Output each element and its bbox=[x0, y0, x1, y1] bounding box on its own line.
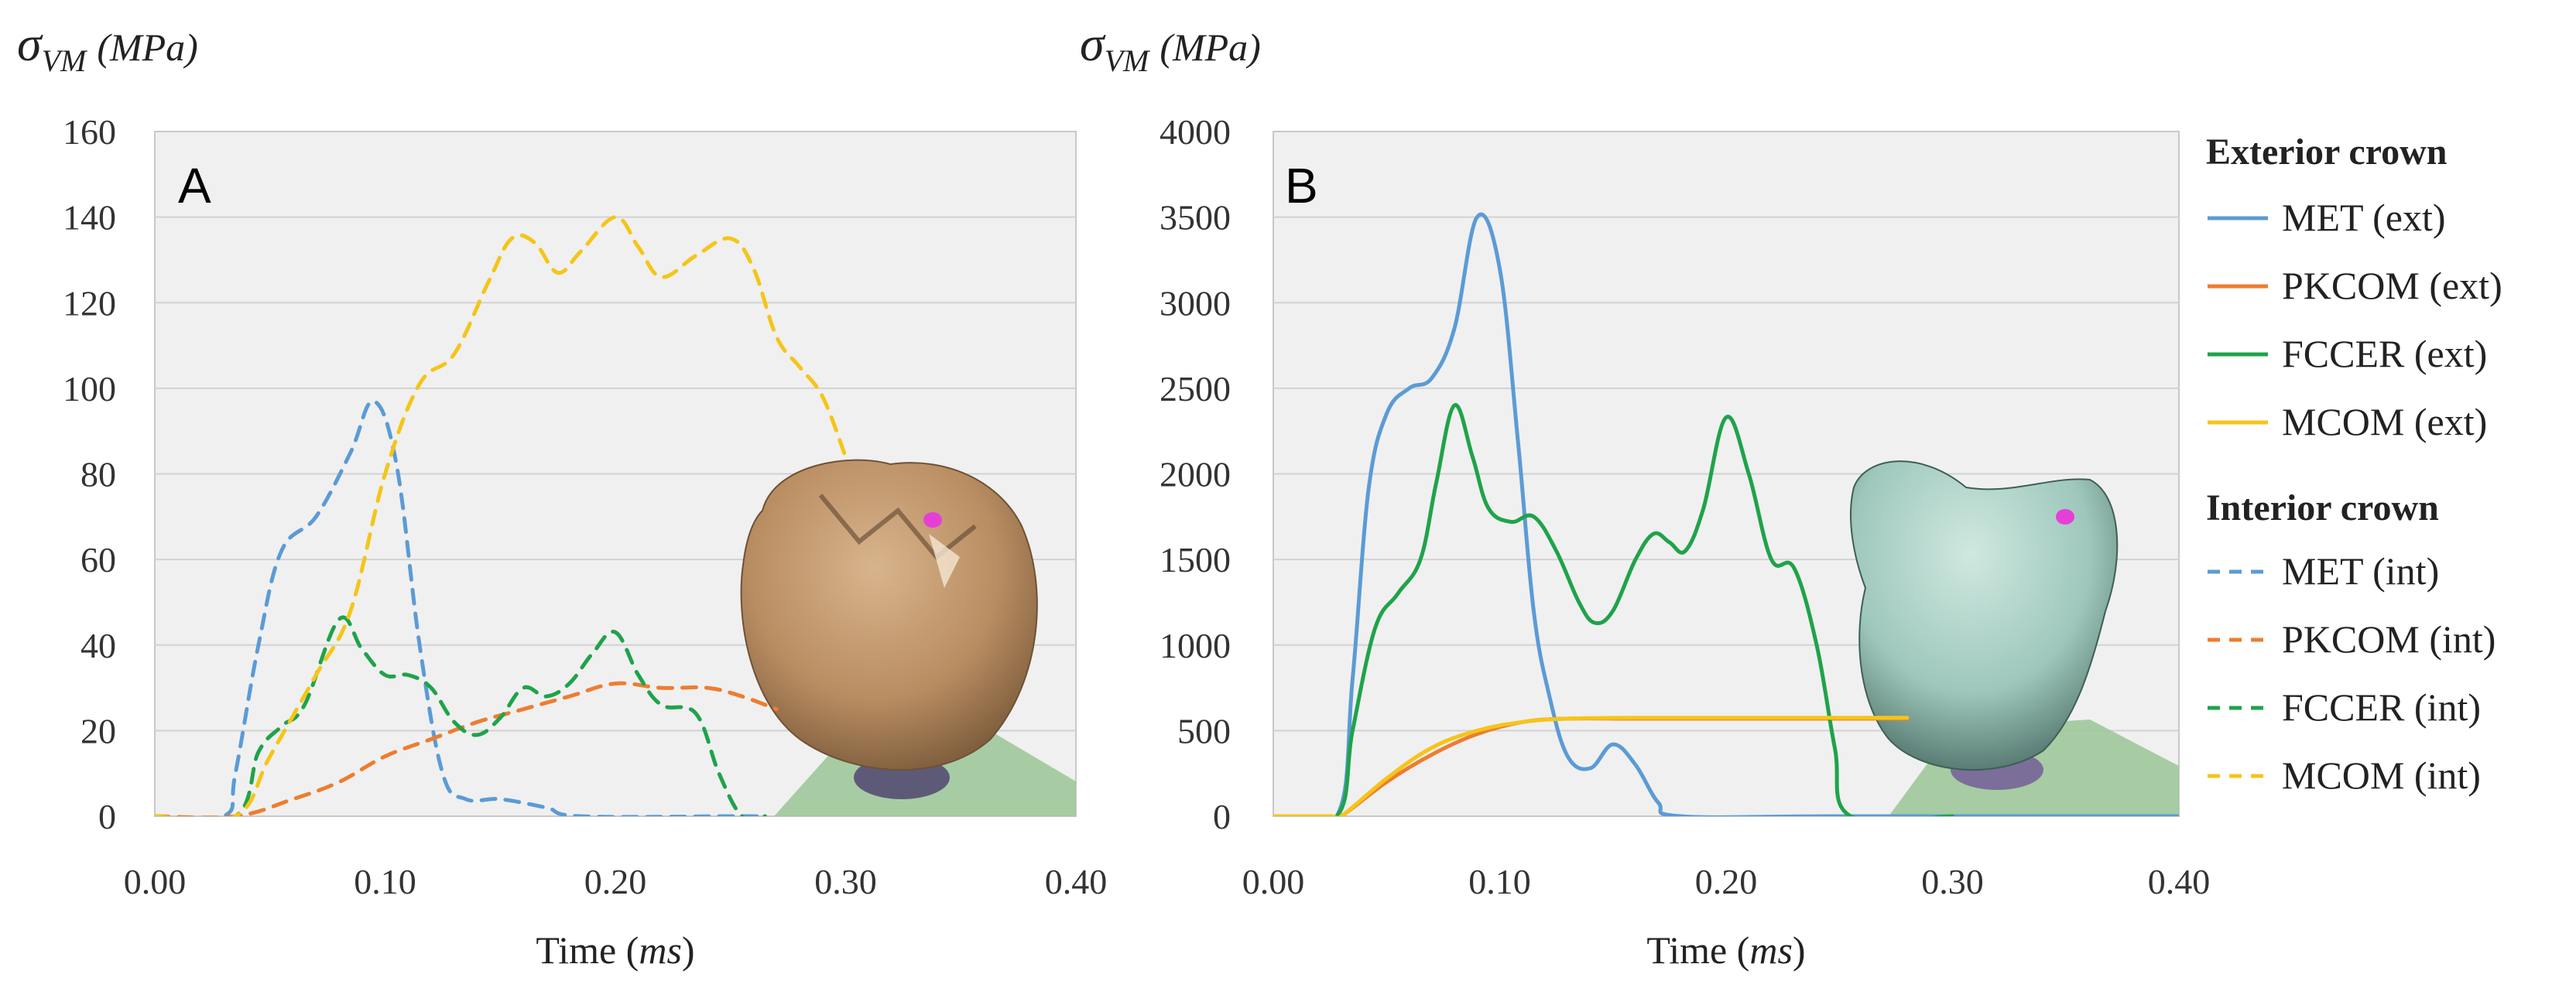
y-tick-a-60: 60 bbox=[80, 540, 116, 579]
x-tick-b-0.10: 0.10 bbox=[1468, 862, 1531, 901]
legend-label-mcom-ext: MCOM (ext) bbox=[2282, 400, 2487, 443]
series-pkcom-int bbox=[155, 681, 779, 816]
x-tick-a-0.20: 0.20 bbox=[584, 862, 647, 901]
legend-label-fccer-int: FCCER (int) bbox=[2282, 685, 2481, 729]
series-fccer-ext bbox=[1273, 403, 1954, 816]
y-tick-a-160: 160 bbox=[63, 112, 116, 152]
crown-b-illustration bbox=[1850, 460, 2179, 816]
y-tick-b-3500: 3500 bbox=[1160, 198, 1231, 238]
x-tick-b-0.30: 0.30 bbox=[1921, 862, 1984, 901]
x-tick-b-0.40: 0.40 bbox=[2148, 862, 2211, 901]
panel-b-x-ticks: 0.00 0.10 0.20 0.30 0.40 bbox=[1242, 862, 2211, 901]
panel-b: σVM (MPa) 0 500 1000 1500 2000 2500 3000 3500 400… bbox=[1080, 16, 2210, 972]
y-tick-a-40: 40 bbox=[80, 626, 116, 665]
panel-b-letter: B bbox=[1285, 158, 1318, 214]
x-tick-a-0.00: 0.00 bbox=[124, 862, 187, 901]
x-tick-b-0.20: 0.20 bbox=[1695, 862, 1758, 901]
y-tick-b-3000: 3000 bbox=[1160, 283, 1231, 323]
y-tick-a-140: 140 bbox=[63, 198, 116, 238]
panel-a-y-label: σVM (MPa) bbox=[17, 16, 198, 78]
crown-a-highlight bbox=[929, 534, 960, 588]
panel-b-y-label: σVM (MPa) bbox=[1080, 16, 1261, 78]
crown-a bbox=[740, 459, 1038, 771]
y-tick-a-20: 20 bbox=[80, 711, 116, 750]
y-tick-a-0: 0 bbox=[98, 797, 116, 836]
legend: Exterior crown MET (ext) PKCOM (ext) FCCER… bbox=[2206, 132, 2502, 797]
y-tick-b-0: 0 bbox=[1213, 797, 1231, 836]
crown-b-marker bbox=[2056, 509, 2074, 525]
x-tick-b-0.00: 0.00 bbox=[1242, 862, 1305, 901]
x-tick-a-0.40: 0.40 bbox=[1045, 862, 1108, 901]
crown-a-fissure bbox=[818, 494, 977, 561]
x-tick-a-0.30: 0.30 bbox=[814, 862, 877, 901]
panel-a-x-ticks: 0.00 0.10 0.20 0.30 0.40 bbox=[124, 862, 1108, 901]
y-tick-a-80: 80 bbox=[80, 455, 116, 494]
legend-label-met-ext: MET (ext) bbox=[2282, 196, 2446, 239]
legend-label-pkcom-int: PKCOM (int) bbox=[2282, 617, 2496, 661]
y-tick-b-1500: 1500 bbox=[1160, 540, 1231, 579]
legend-int-title: Interior crown bbox=[2206, 487, 2439, 528]
panel-a-x-label: Time (ms) bbox=[536, 928, 694, 972]
y-tick-b-2500: 2500 bbox=[1160, 369, 1231, 408]
series-met-int bbox=[155, 399, 767, 816]
crown-b bbox=[1850, 460, 2119, 771]
panel-a-series bbox=[155, 215, 848, 816]
legend-label-pkcom-ext: PKCOM (ext) bbox=[2282, 264, 2502, 307]
legend-label-mcom-int: MCOM (int) bbox=[2282, 754, 2481, 797]
legend-ext-items: MET (ext) PKCOM (ext) FCCER (ext) MCOM (ext… bbox=[2208, 196, 2502, 443]
panel-b-y-ticks: 0 500 1000 1500 2000 2500 3000 3500 4000 bbox=[1160, 112, 1231, 836]
legend-ext-title: Exterior crown bbox=[2206, 132, 2447, 173]
y-tick-a-100: 100 bbox=[63, 369, 116, 408]
y-tick-b-2000: 2000 bbox=[1160, 455, 1231, 494]
y-tick-b-500: 500 bbox=[1177, 711, 1231, 750]
legend-int-items: MET (int) PKCOM (int) FCCER (int) MCOM (int… bbox=[2208, 549, 2496, 797]
legend-label-met-int: MET (int) bbox=[2282, 549, 2439, 593]
y-tick-a-120: 120 bbox=[63, 283, 116, 323]
panel-a-letter: A bbox=[178, 158, 211, 214]
series-met-ext bbox=[1273, 212, 2179, 816]
panel-b-x-label: Time (ms) bbox=[1646, 928, 1805, 972]
panel-b-series bbox=[1273, 212, 2179, 816]
crown-a-marker bbox=[923, 512, 942, 528]
series-mcom-ext bbox=[1273, 716, 1910, 816]
series-mcom-int bbox=[155, 215, 848, 816]
y-tick-b-1000: 1000 bbox=[1160, 626, 1231, 665]
panel-a-y-ticks: 0 20 40 60 80 100 120 140 160 bbox=[63, 112, 116, 836]
crown-a-illustration bbox=[740, 459, 1076, 816]
x-tick-a-0.10: 0.10 bbox=[354, 862, 416, 901]
y-tick-b-4000: 4000 bbox=[1160, 112, 1231, 152]
legend-label-fccer-ext: FCCER (ext) bbox=[2282, 332, 2487, 375]
